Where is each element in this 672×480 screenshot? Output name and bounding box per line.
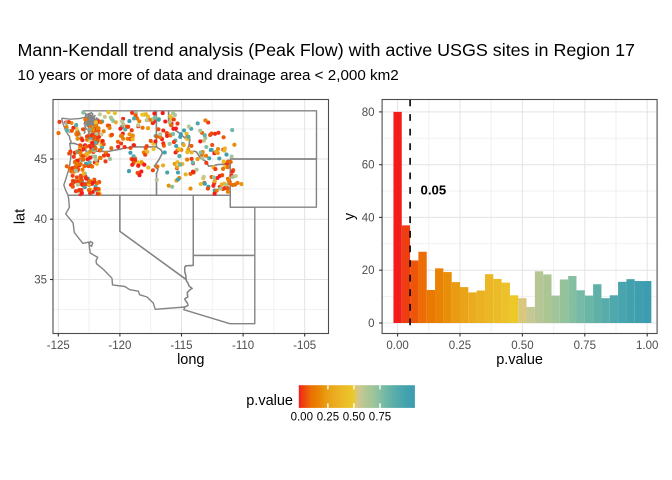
svg-text:lat: lat — [13, 209, 29, 224]
svg-text:long: long — [177, 352, 204, 368]
svg-text:40: 40 — [34, 214, 47, 226]
svg-text:20: 20 — [362, 265, 375, 277]
svg-text:-115: -115 — [170, 340, 192, 352]
svg-text:Mann-Kendall trend analysis (P: Mann-Kendall trend analysis (Peak Flow) … — [18, 40, 636, 60]
svg-text:0.00: 0.00 — [291, 412, 313, 424]
svg-text:80: 80 — [362, 107, 375, 119]
svg-text:-105: -105 — [293, 340, 316, 352]
svg-text:0: 0 — [368, 318, 374, 330]
svg-text:60: 60 — [362, 160, 375, 172]
svg-text:p.value: p.value — [246, 393, 293, 409]
svg-text:0.50: 0.50 — [511, 340, 533, 352]
svg-text:0.00: 0.00 — [386, 340, 408, 352]
svg-text:0.25: 0.25 — [317, 412, 339, 424]
svg-text:35: 35 — [34, 275, 47, 287]
svg-text:-110: -110 — [232, 340, 254, 352]
svg-text:0.75: 0.75 — [574, 340, 596, 352]
svg-text:45: 45 — [34, 154, 47, 166]
svg-text:-125: -125 — [47, 340, 70, 352]
svg-text:10 years or more of data and d: 10 years or more of data and drainage ar… — [18, 67, 399, 84]
svg-text:0.75: 0.75 — [369, 412, 391, 424]
svg-text:0.25: 0.25 — [449, 340, 471, 352]
svg-text:40: 40 — [362, 212, 375, 224]
svg-text:y: y — [342, 212, 358, 220]
svg-text:0.05: 0.05 — [421, 183, 447, 198]
svg-text:p.value: p.value — [496, 352, 543, 368]
svg-text:0.50: 0.50 — [343, 412, 365, 424]
svg-text:-120: -120 — [108, 340, 131, 352]
svg-text:1.00: 1.00 — [636, 340, 658, 352]
